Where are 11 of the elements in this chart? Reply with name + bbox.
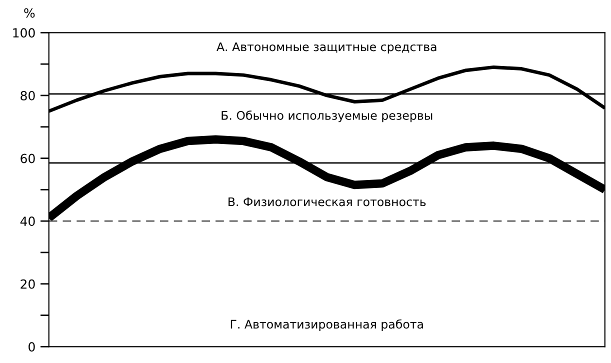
y-tick-label: 40 — [20, 216, 35, 226]
annotation: Б. Обычно используемые резервы — [222, 110, 432, 122]
annotation: В. Физиологическая готовность — [228, 197, 426, 206]
y-tick-label: 0 — [28, 342, 35, 352]
y-tick-label: 100 — [13, 28, 35, 38]
y-tick-label: 80 — [20, 90, 35, 100]
y-tick-label: 60 — [20, 154, 35, 164]
annotation: А. Автономные защитные средства — [216, 42, 436, 54]
annotation: Г. Автоматизированная работа — [230, 319, 423, 331]
y-axis-title: % — [24, 8, 35, 18]
y-tick-label: 20 — [20, 279, 35, 289]
